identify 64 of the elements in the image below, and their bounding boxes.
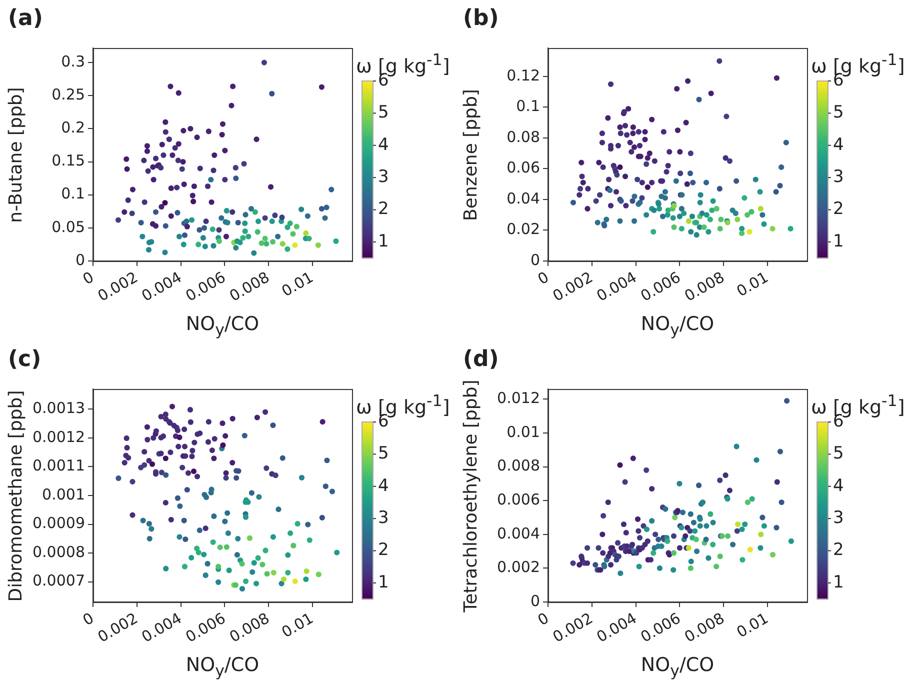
x-axis-title: NO$_{y}$/CO bbox=[640, 313, 714, 339]
y-tick-label: 0.04 bbox=[506, 189, 540, 208]
y-tick-label: 0.0012 bbox=[32, 428, 85, 446]
color-bar-label: 4 bbox=[378, 134, 389, 155]
color-bar-label: 4 bbox=[378, 476, 389, 496]
chart-title: (b) bbox=[463, 6, 499, 31]
y-tick-label: 0.3 bbox=[61, 52, 85, 70]
color-bar-label: 5 bbox=[378, 102, 389, 123]
y-tick-label: 0.001 bbox=[42, 485, 85, 504]
y-tick-label: 0.1 bbox=[516, 97, 540, 116]
color-bar-label: 4 bbox=[833, 476, 844, 496]
y-tick-label: 0.2 bbox=[61, 118, 85, 137]
y-tick-label: 0.25 bbox=[52, 86, 85, 104]
y-axis-title: Benzene [ppb] bbox=[460, 88, 482, 220]
y-tick-label: 0.02 bbox=[506, 220, 540, 238]
color-bar-label: 5 bbox=[378, 444, 389, 464]
chart-title: (c) bbox=[8, 347, 42, 372]
y-tick-label: 0.006 bbox=[497, 490, 540, 508]
y-axis-title: Dibromomethane [ppb] bbox=[6, 390, 26, 602]
y-tick-label: 0.002 bbox=[497, 558, 540, 576]
y-tick-label: 0.0009 bbox=[32, 514, 85, 532]
y-tick-label: 0.0013 bbox=[32, 399, 85, 418]
x-tick-label: 0.01 bbox=[278, 609, 316, 642]
y-tick-label: 0.0007 bbox=[32, 572, 85, 590]
color-bar-label: 5 bbox=[833, 444, 844, 464]
y-tick-label: 0 bbox=[530, 250, 540, 269]
y-tick-label: 0.1 bbox=[61, 184, 85, 203]
x-axis-title: NO$_{y}$/CO bbox=[186, 313, 260, 339]
y-tick-label: 0.05 bbox=[52, 218, 85, 236]
x-tick-label: 0.01 bbox=[734, 609, 772, 642]
color-bar-label: 4 bbox=[833, 134, 844, 155]
color-bar-label: 3 bbox=[378, 508, 389, 528]
y-tick-label: 0.12 bbox=[506, 66, 540, 84]
x-axis-title: NO$_{y}$/CO bbox=[640, 654, 714, 680]
y-tick-label: 0.06 bbox=[506, 158, 540, 177]
chart-title: (d) bbox=[463, 347, 499, 372]
y-axis-title: n-Butane [ppb] bbox=[6, 86, 26, 222]
y-tick-label: 0 bbox=[530, 592, 540, 610]
y-tick-label: 0.012 bbox=[497, 389, 540, 408]
color-bar-label: 2 bbox=[378, 540, 389, 560]
color-bar-label: 3 bbox=[833, 166, 844, 187]
x-tick-label: 0.01 bbox=[734, 268, 772, 300]
color-bar-label: 2 bbox=[378, 199, 389, 220]
y-tick-label: 0 bbox=[75, 250, 85, 269]
x-tick-label: 0.01 bbox=[278, 268, 316, 300]
y-tick-label: 0.0011 bbox=[32, 456, 85, 475]
color-bar-label: 1 bbox=[378, 231, 389, 252]
chart-title: (a) bbox=[8, 6, 43, 31]
color-bar-label: 3 bbox=[378, 166, 389, 187]
color-bar-label: 3 bbox=[833, 508, 844, 528]
color-bar-label: 2 bbox=[833, 540, 844, 560]
color-bar-label: 2 bbox=[833, 199, 844, 220]
y-axis-title: Tetrachloroethylene [ppb] bbox=[460, 379, 482, 612]
color-bar-label: 1 bbox=[833, 572, 844, 592]
y-tick-label: 0.15 bbox=[52, 152, 85, 170]
y-tick-label: 0.0008 bbox=[32, 542, 85, 561]
y-tick-label: 0.01 bbox=[506, 422, 540, 441]
y-tick-label: 0.08 bbox=[506, 128, 540, 146]
color-bar-label: 1 bbox=[378, 572, 389, 592]
color-bar-label: 1 bbox=[833, 231, 844, 252]
y-tick-label: 0.004 bbox=[497, 524, 540, 542]
x-axis-title: NO$_{y}$/CO bbox=[186, 654, 260, 680]
y-tick-label: 0.008 bbox=[497, 456, 540, 475]
color-bar-label: 5 bbox=[833, 102, 844, 123]
